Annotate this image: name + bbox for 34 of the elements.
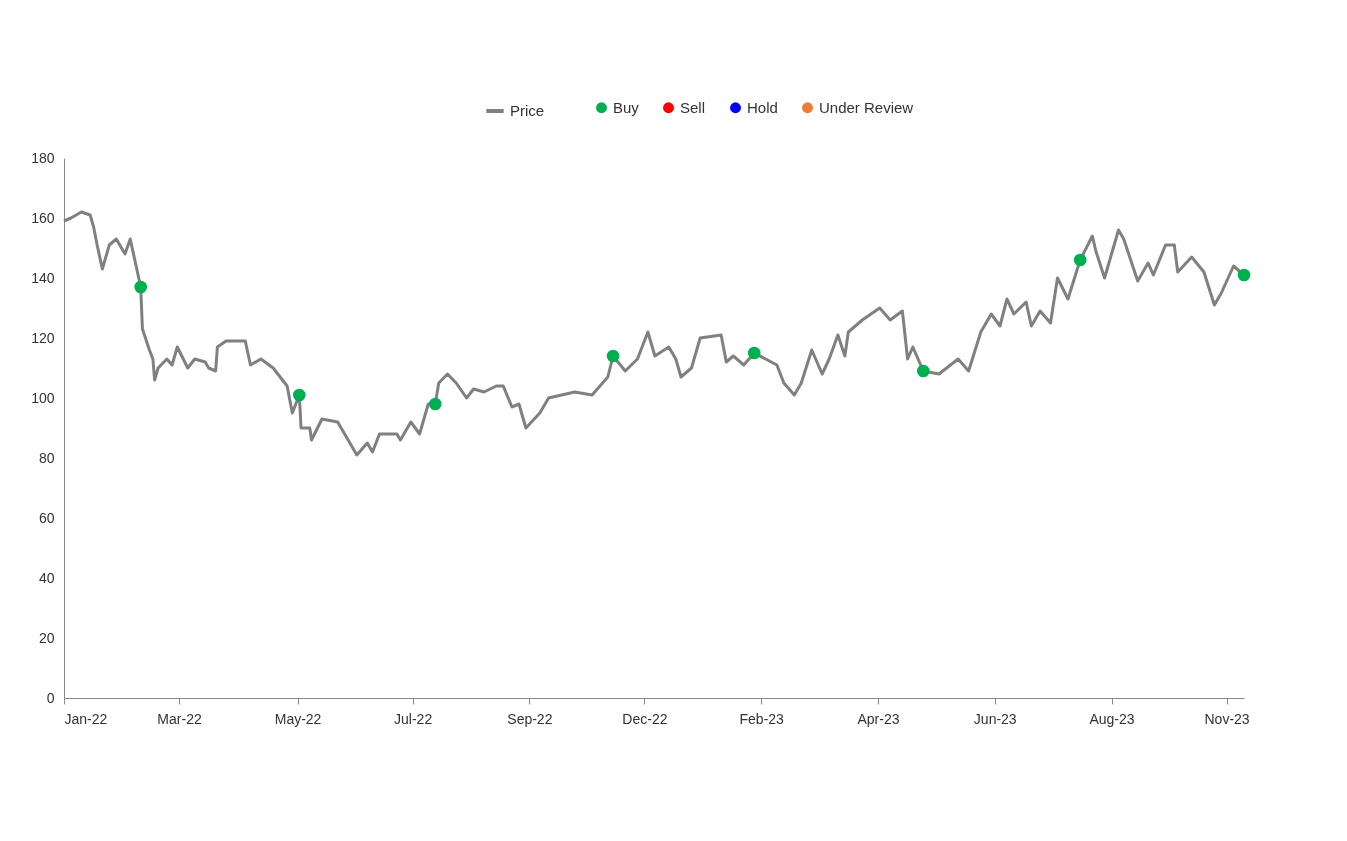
y-tick-label: 180 [31,149,55,166]
x-tick-label: Jan-22 [64,710,108,727]
y-tick-label: 0 [46,689,55,706]
x-tick-label: Jul-22 [394,710,433,727]
point [428,397,442,411]
y-tick-label: 160 [31,209,55,226]
point [1237,268,1251,282]
point [747,346,761,360]
y-tick-label: 140 [31,269,55,286]
point [1073,253,1087,267]
y-tick-label: 40 [38,569,55,586]
point [916,364,930,378]
x-tick-label: Dec-22 [622,710,668,727]
legend-label: Sell [680,98,706,116]
x-tick-label: Mar-22 [157,710,202,727]
x-tick-label: Nov-23 [1204,710,1250,727]
y-tick-label: 60 [38,509,55,526]
point [606,349,620,363]
point [292,388,306,402]
x-tick-label: Feb-23 [739,710,785,727]
legend-label: Price [510,102,545,119]
y-tick-label: 80 [38,449,55,466]
y-tick-label: 100 [31,389,55,406]
x-tick-label: Jun-23 [973,710,1017,727]
x-tick-label: Apr-23 [857,710,900,727]
point [134,280,148,294]
y-tick-label: 20 [38,629,55,646]
x-tick-label: Sep-22 [507,710,553,727]
legend-label: Hold [747,98,778,116]
x-tick-label: May-22 [274,710,322,727]
legend-label: Under Review [819,98,914,116]
y-tick-label: 120 [31,329,55,346]
x-tick-label: Aug-23 [1089,710,1135,727]
legend-label: Buy [613,98,640,116]
